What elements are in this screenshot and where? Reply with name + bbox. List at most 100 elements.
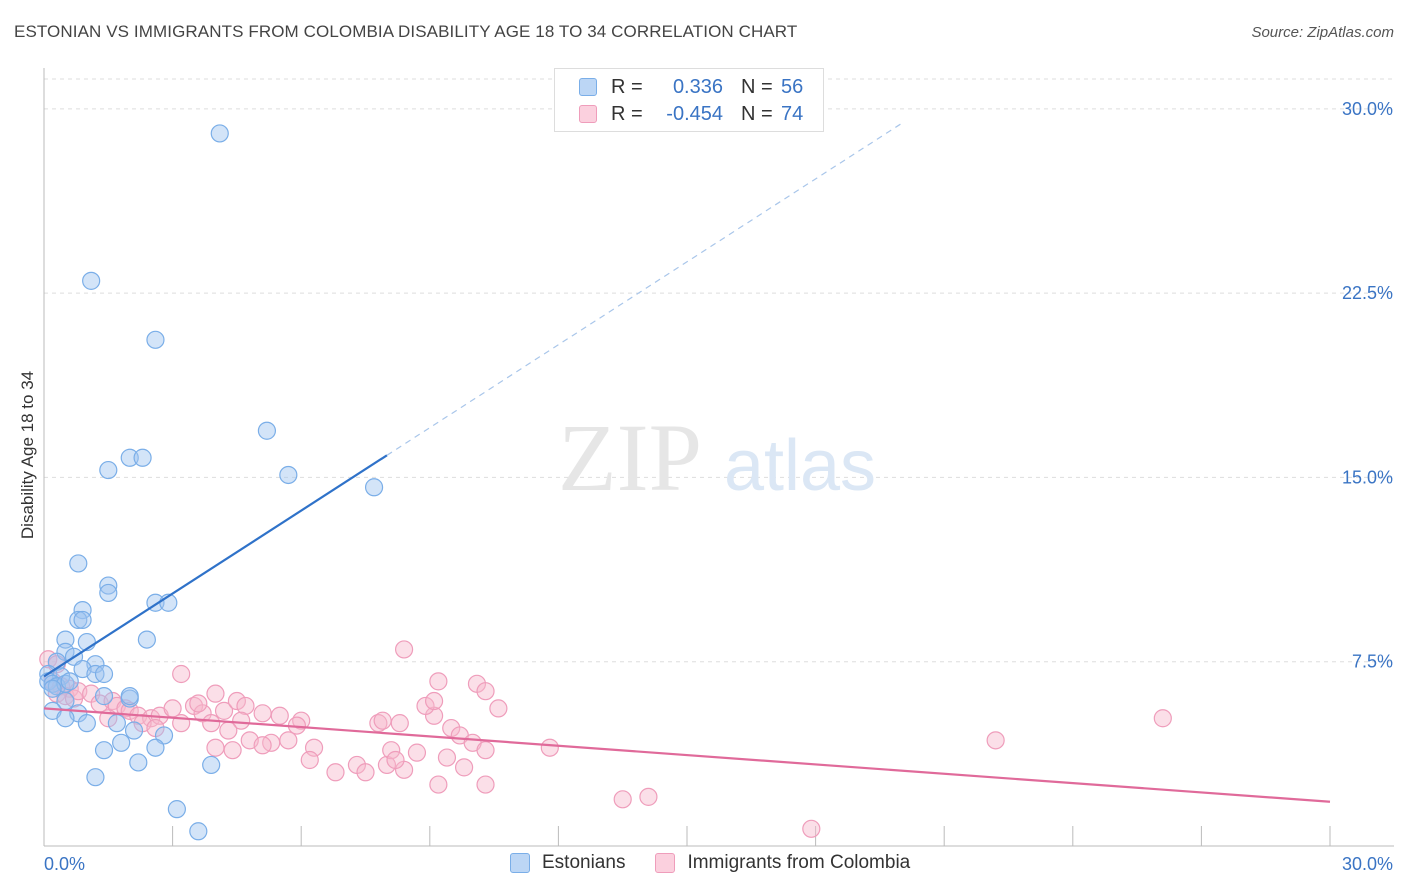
estonian-point xyxy=(107,714,126,733)
colombia-point xyxy=(382,741,401,760)
estonian-point xyxy=(146,738,165,757)
legend-row-estonians: R = 0.336 N = 56 xyxy=(579,75,803,99)
colombia-point xyxy=(986,731,1005,750)
estonian-point xyxy=(86,768,105,787)
estonian-point xyxy=(120,687,139,706)
estonian-point xyxy=(77,714,96,733)
source-label: Source: ZipAtlas.com xyxy=(1251,24,1394,41)
colombia-point xyxy=(356,763,375,782)
colombia-point xyxy=(802,819,821,838)
estonians-swatch xyxy=(510,853,530,873)
colombia-point xyxy=(189,694,208,713)
colombia-point xyxy=(206,684,225,703)
legend-r-value: -0.454 xyxy=(666,102,723,125)
gridlines xyxy=(44,78,1394,663)
estonian-point xyxy=(154,726,174,745)
colombia-point xyxy=(476,741,495,760)
x-tick-label: 0.0% xyxy=(44,854,85,874)
legend-row-colombia: R = -0.454 N = 74 xyxy=(579,102,803,126)
estonian-point xyxy=(73,610,92,630)
legend-r-label: R = xyxy=(611,75,643,98)
trend-lines xyxy=(43,123,1331,803)
colombia-point xyxy=(476,775,495,794)
colombia-point xyxy=(1153,709,1172,728)
estonian-point xyxy=(69,610,88,630)
colombia-point xyxy=(407,743,427,762)
colombia-point xyxy=(214,701,234,720)
estonian-point xyxy=(99,460,118,480)
estonian-point xyxy=(60,672,79,691)
colombia-point xyxy=(390,714,409,733)
colombia-point xyxy=(540,738,559,757)
legend-r-value: 0.336 xyxy=(672,75,723,98)
colombia-point xyxy=(373,711,392,730)
legend-swatch-blue xyxy=(579,78,597,96)
estonian-point xyxy=(210,124,229,143)
colombia-label: Immigrants from Colombia xyxy=(687,852,911,873)
tick-labels: 7.5% 15.0% 22.5% 30.0% 0.0% 30.0% xyxy=(44,99,1393,874)
watermark-atlas: atlas xyxy=(724,426,876,506)
colombia-point xyxy=(206,738,225,757)
colombia-point xyxy=(232,711,251,730)
estonian-point xyxy=(167,800,186,819)
estonian-point xyxy=(129,753,148,772)
estonian-point xyxy=(94,664,114,684)
legend-n-label: N = xyxy=(741,102,773,125)
axes xyxy=(43,68,1394,847)
colombia-points xyxy=(39,640,1172,838)
colombia-point xyxy=(227,691,246,711)
colombia-point xyxy=(219,721,238,740)
legend-item-estonians: Estonians xyxy=(510,852,625,874)
estonian-point xyxy=(133,448,152,467)
chart-title: ESTONIAN VS IMMIGRANTS FROM COLOMBIA DIS… xyxy=(14,22,798,41)
estonian-point xyxy=(99,583,118,603)
legend-item-colombia: Immigrants from Colombia xyxy=(655,852,910,874)
estonian-point xyxy=(146,330,165,349)
y-tick-label: 30.0% xyxy=(1342,99,1393,119)
x-tick-label: 30.0% xyxy=(1342,854,1393,874)
colombia-point xyxy=(437,748,457,767)
colombia-point xyxy=(489,699,508,718)
colombia-swatch xyxy=(655,853,676,873)
colombia-point xyxy=(429,672,448,691)
colombia-point xyxy=(394,640,414,659)
estonian-point xyxy=(112,733,131,752)
estonian-point xyxy=(94,741,114,760)
estonian-trend-extension xyxy=(386,123,902,456)
estonian-point xyxy=(120,448,139,467)
colombia-point xyxy=(279,731,298,750)
colombia-point xyxy=(163,699,182,718)
estonian-point xyxy=(189,822,208,841)
estonian-point xyxy=(56,709,75,728)
estonian-point xyxy=(69,554,88,573)
colombia-point xyxy=(236,696,255,716)
legend-swatch-pink xyxy=(579,105,597,123)
colombia-point xyxy=(454,758,474,777)
colombia-point xyxy=(386,750,405,770)
estonian-point xyxy=(124,721,144,740)
series-legend: Estonians Immigrants from Colombia xyxy=(510,852,940,874)
estonian-point xyxy=(99,576,118,595)
estonians-label: Estonians xyxy=(542,852,626,873)
correlation-legend: R = 0.336 N = 56 R = -0.454 N = 74 xyxy=(554,68,824,132)
colombia-point xyxy=(202,714,221,733)
estonian-trend-line xyxy=(43,454,388,678)
watermark-zip: ZIP xyxy=(558,404,702,511)
colombia-point xyxy=(429,775,448,794)
estonian-point xyxy=(137,630,156,649)
colombia-point xyxy=(326,763,345,782)
colombia-point xyxy=(172,664,191,684)
estonian-point xyxy=(94,687,114,706)
colombia-point xyxy=(424,691,444,711)
colombia-point xyxy=(416,696,435,716)
colombia-point xyxy=(253,736,272,755)
colombia-trend-line xyxy=(43,707,1331,803)
colombia-point xyxy=(223,741,242,760)
estonian-point xyxy=(202,755,221,775)
colombia-point xyxy=(270,706,289,725)
estonian-point xyxy=(43,679,62,698)
y-tick-label: 15.0% xyxy=(1342,467,1393,487)
colombia-point xyxy=(300,750,319,770)
y-tick-label: 22.5% xyxy=(1342,283,1393,303)
